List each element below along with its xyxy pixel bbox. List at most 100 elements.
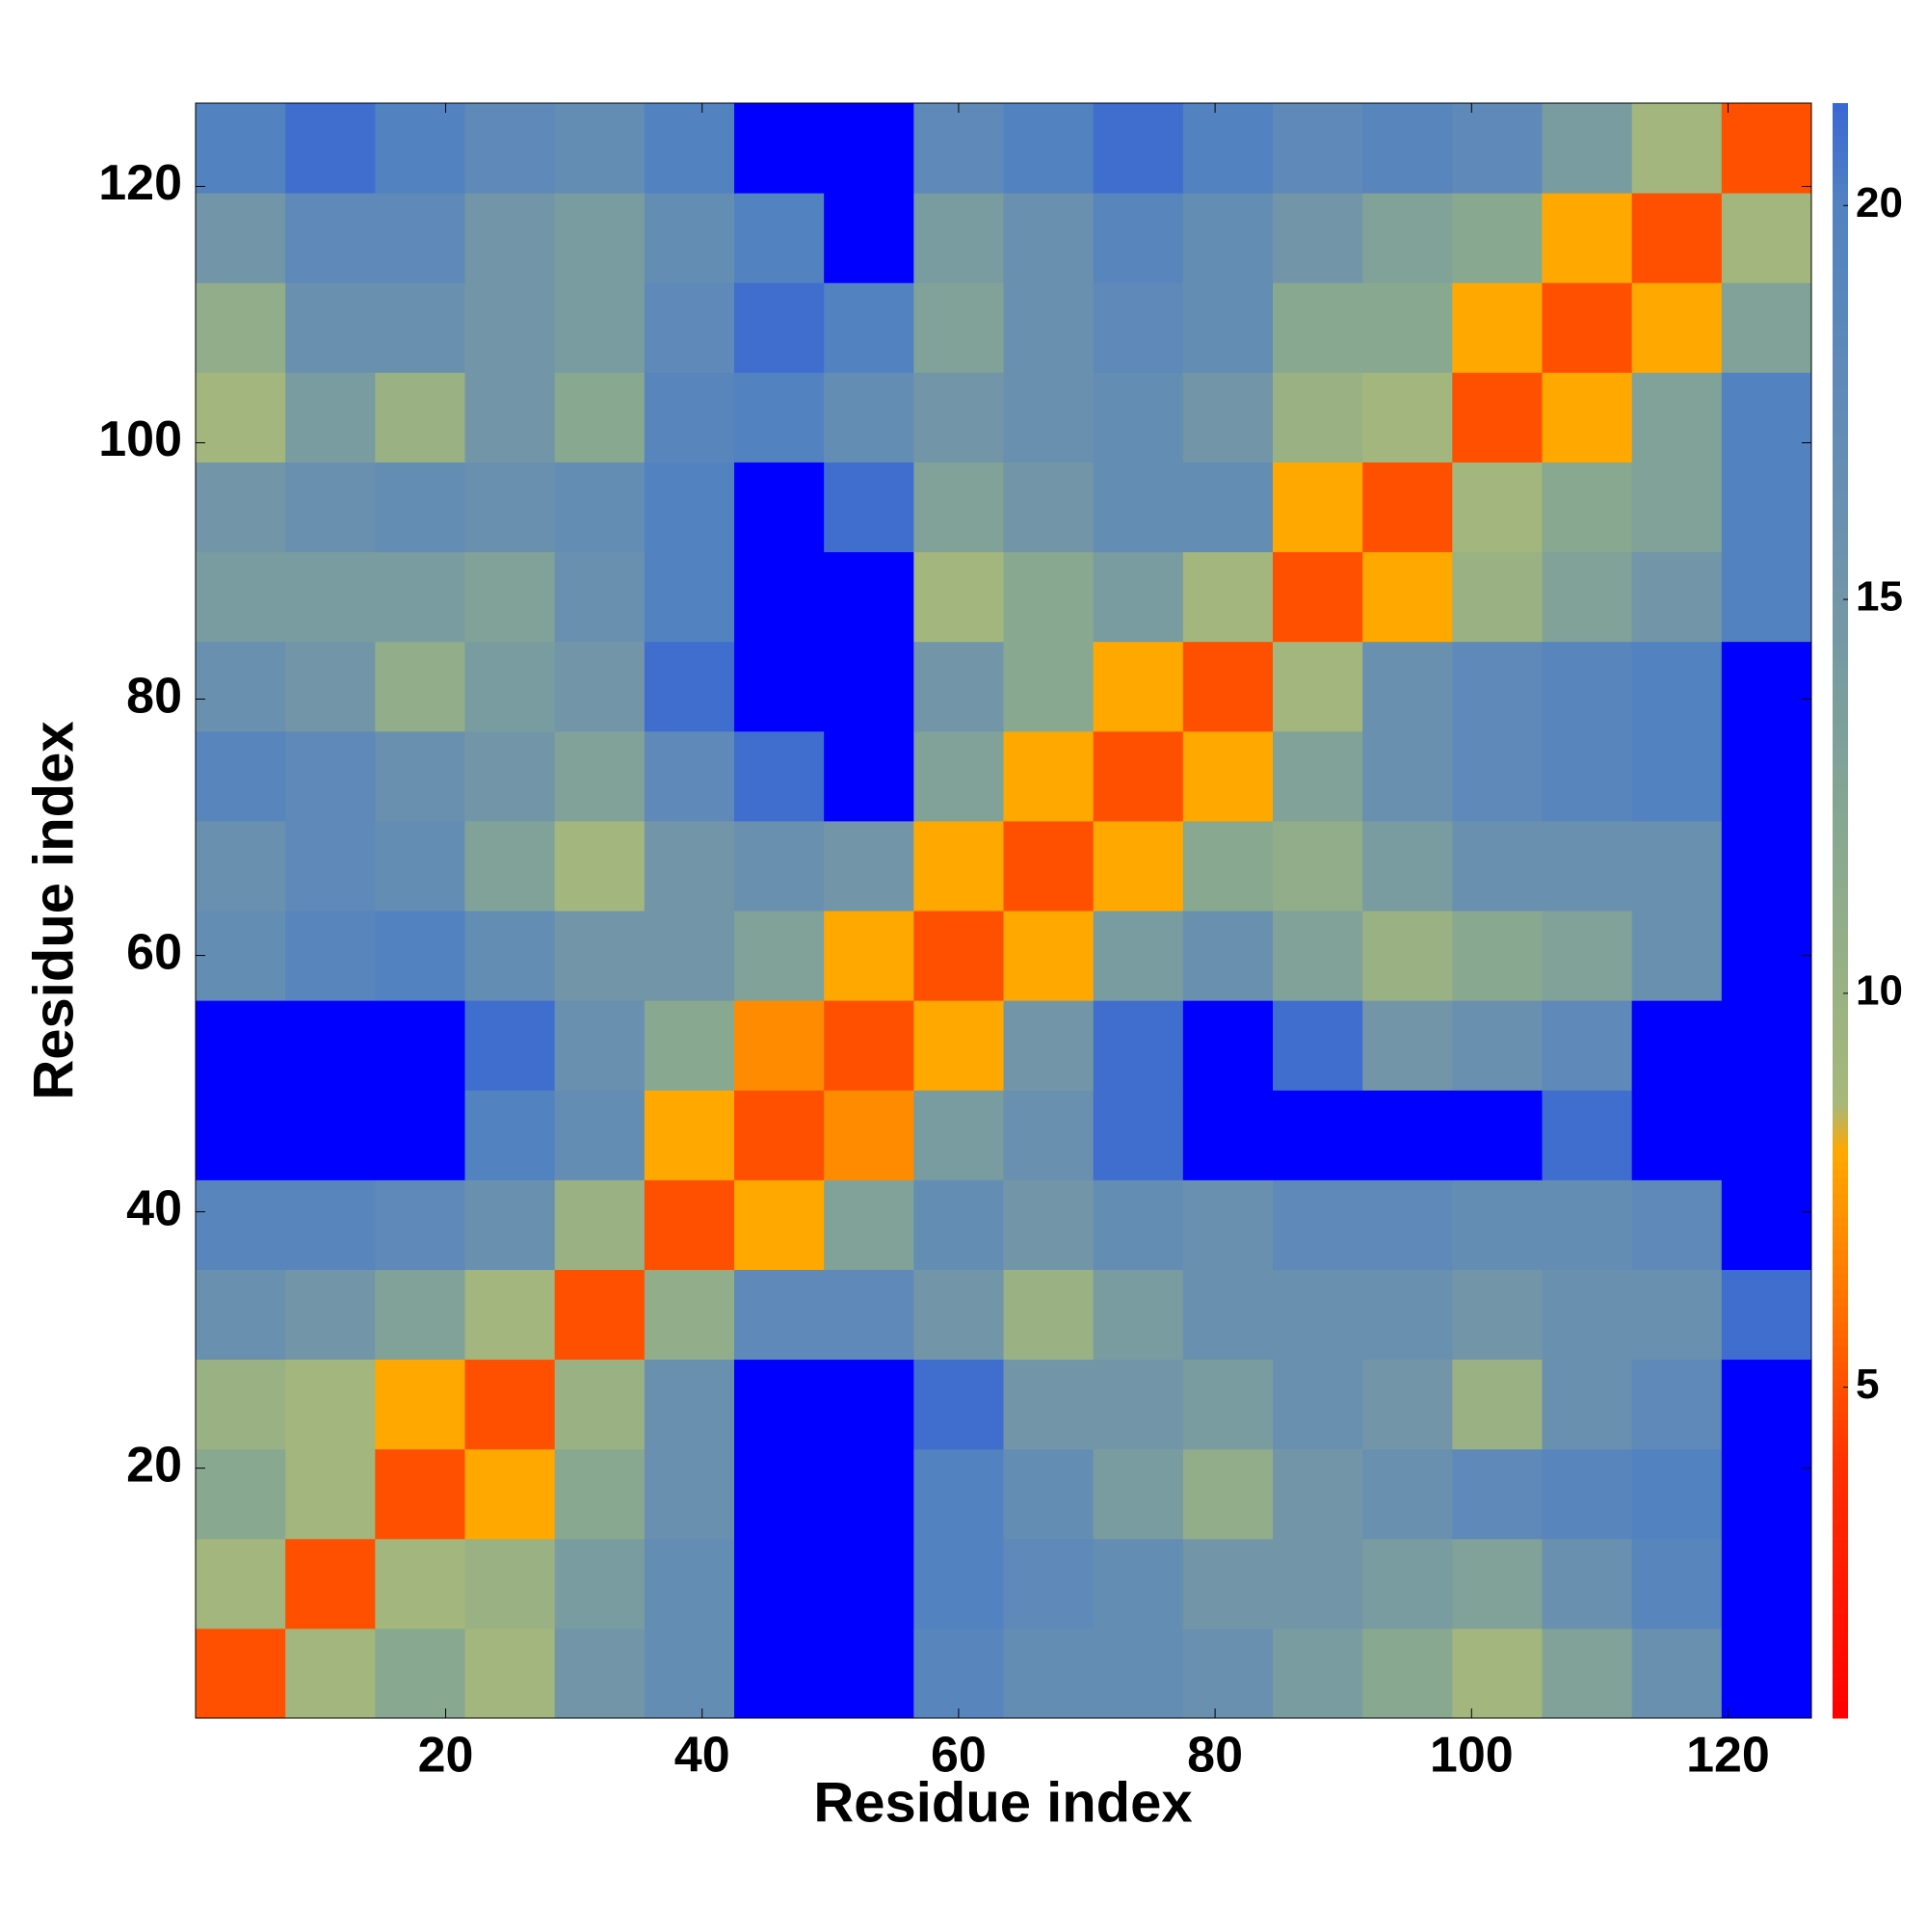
colorbar-segment: [1833, 1443, 1848, 1452]
colorbar-segment: [1833, 1209, 1848, 1218]
heat-cell: [1721, 372, 1812, 463]
colorbar-tick-label: 5: [1856, 1361, 1879, 1408]
heat-cell: [1452, 462, 1543, 553]
colorbar-segment: [1833, 749, 1848, 758]
heat-cell: [1003, 1448, 1095, 1540]
heat-cell: [1542, 1269, 1633, 1361]
heat-cell: [464, 1448, 556, 1540]
heat-cell: [644, 1538, 735, 1629]
colorbar-segment: [1833, 103, 1848, 112]
colorbar-segment: [1833, 1306, 1848, 1315]
heat-cell: [1093, 1269, 1184, 1361]
colorbar-segment: [1833, 845, 1848, 855]
heat-cell: [1003, 1628, 1095, 1719]
heat-cell: [1273, 641, 1363, 732]
heat-cell: [464, 911, 556, 1001]
colorbar-segment: [1833, 886, 1848, 895]
colorbar-segment: [1833, 272, 1848, 281]
colorbar-segment: [1833, 1314, 1848, 1323]
colorbar-segment: [1833, 1096, 1848, 1105]
x-tick-label: 100: [1430, 1728, 1514, 1784]
heat-cell: [196, 1628, 286, 1719]
heat-cell: [1721, 1090, 1812, 1180]
colorbar-segment: [1833, 756, 1848, 766]
heat-cell: [375, 911, 465, 1001]
heat-cell: [1542, 820, 1633, 912]
heat-cell: [824, 1269, 914, 1361]
heat-cell: [464, 820, 556, 912]
colorbar-segment: [1833, 861, 1848, 871]
colorbar-segment: [1833, 1678, 1848, 1686]
colorbar-segment: [1833, 1588, 1848, 1598]
heat-cell: [464, 1538, 556, 1629]
y-axis-label: Residue index: [22, 721, 85, 1099]
heat-cell: [1452, 911, 1543, 1001]
heat-cell: [1273, 1179, 1363, 1270]
colorbar-segment: [1833, 1427, 1848, 1437]
heat-cell: [1093, 1090, 1184, 1180]
heat-cell: [554, 103, 646, 194]
colorbar-segment: [1833, 466, 1848, 475]
colorbar-segment: [1833, 507, 1848, 516]
heat-cell: [464, 551, 556, 643]
colorbar-segment: [1833, 1403, 1848, 1413]
colorbar-segment: [1833, 1548, 1848, 1557]
colorbar-segment: [1833, 1499, 1848, 1509]
heat-cell: [1273, 1090, 1363, 1180]
heat-cell: [913, 1000, 1004, 1091]
heat-cell: [734, 641, 825, 732]
colorbar-segment: [1833, 410, 1848, 419]
colorbar-segment: [1833, 1475, 1848, 1485]
heat-cell: [913, 462, 1004, 553]
heat-cell: [1631, 1538, 1723, 1629]
heat-cell: [1542, 1448, 1633, 1540]
heat-cell: [734, 1269, 825, 1361]
heat-cell: [1362, 282, 1453, 373]
heat-cell: [1093, 551, 1184, 643]
colorbar-segment: [1833, 1661, 1848, 1671]
colorbar-segment: [1833, 539, 1848, 548]
heat-cell: [1721, 911, 1812, 1001]
heat-cell: [375, 282, 465, 373]
heat-cell: [285, 282, 376, 373]
heat-cell: [734, 282, 825, 373]
heat-cell: [196, 1448, 286, 1540]
colorbar-segment: [1833, 1564, 1848, 1574]
colorbar-segment: [1833, 1532, 1848, 1542]
colorbar-segment: [1833, 1435, 1848, 1444]
colorbar-segment: [1833, 353, 1848, 362]
heat-cell: [644, 1359, 735, 1450]
heat-cell: [1182, 1000, 1274, 1091]
heat-cell: [644, 1090, 735, 1180]
colorbar-segment: [1833, 806, 1848, 814]
colorbar-segment: [1833, 417, 1848, 427]
colorbar-segment: [1833, 563, 1848, 572]
colorbar-segment: [1833, 361, 1848, 371]
colorbar-segment: [1833, 1152, 1848, 1162]
y-tick-label: 100: [98, 411, 182, 467]
colorbar-segment: [1833, 111, 1848, 120]
heat-cell: [644, 911, 735, 1001]
heat-cell: [1182, 820, 1274, 912]
heat-cell: [734, 1179, 825, 1270]
heat-cell: [554, 193, 646, 283]
heat-cell: [196, 1538, 286, 1629]
heat-cell: [1182, 1359, 1274, 1450]
heat-cell: [1631, 282, 1723, 373]
colorbar-segment: [1833, 773, 1848, 782]
heat-cell: [1542, 911, 1633, 1001]
colorbar-segment: [1833, 232, 1848, 241]
colorbar-segment: [1833, 854, 1848, 863]
colorbar-segment: [1833, 168, 1848, 176]
heat-cell: [196, 193, 286, 283]
heat-cell: [285, 103, 376, 194]
heat-cell: [1631, 1269, 1723, 1361]
colorbar-segment: [1833, 684, 1848, 694]
colorbar-segment: [1833, 127, 1848, 137]
heat-cell: [285, 1179, 376, 1270]
heat-cell: [464, 1000, 556, 1091]
heat-cell: [644, 1628, 735, 1719]
colorbar-segment: [1833, 765, 1848, 775]
heat-cell: [1452, 372, 1543, 463]
heat-cell: [1182, 103, 1274, 194]
